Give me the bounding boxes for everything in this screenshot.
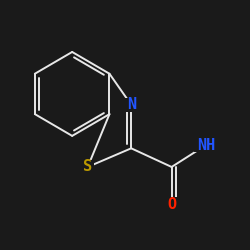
Bar [194,138,218,152]
Bar [165,197,178,211]
Text: O: O [167,197,176,212]
Bar [125,98,138,112]
Text: NH: NH [197,138,215,153]
Text: N: N [127,97,136,112]
Text: S: S [83,160,92,174]
Bar [81,160,94,174]
